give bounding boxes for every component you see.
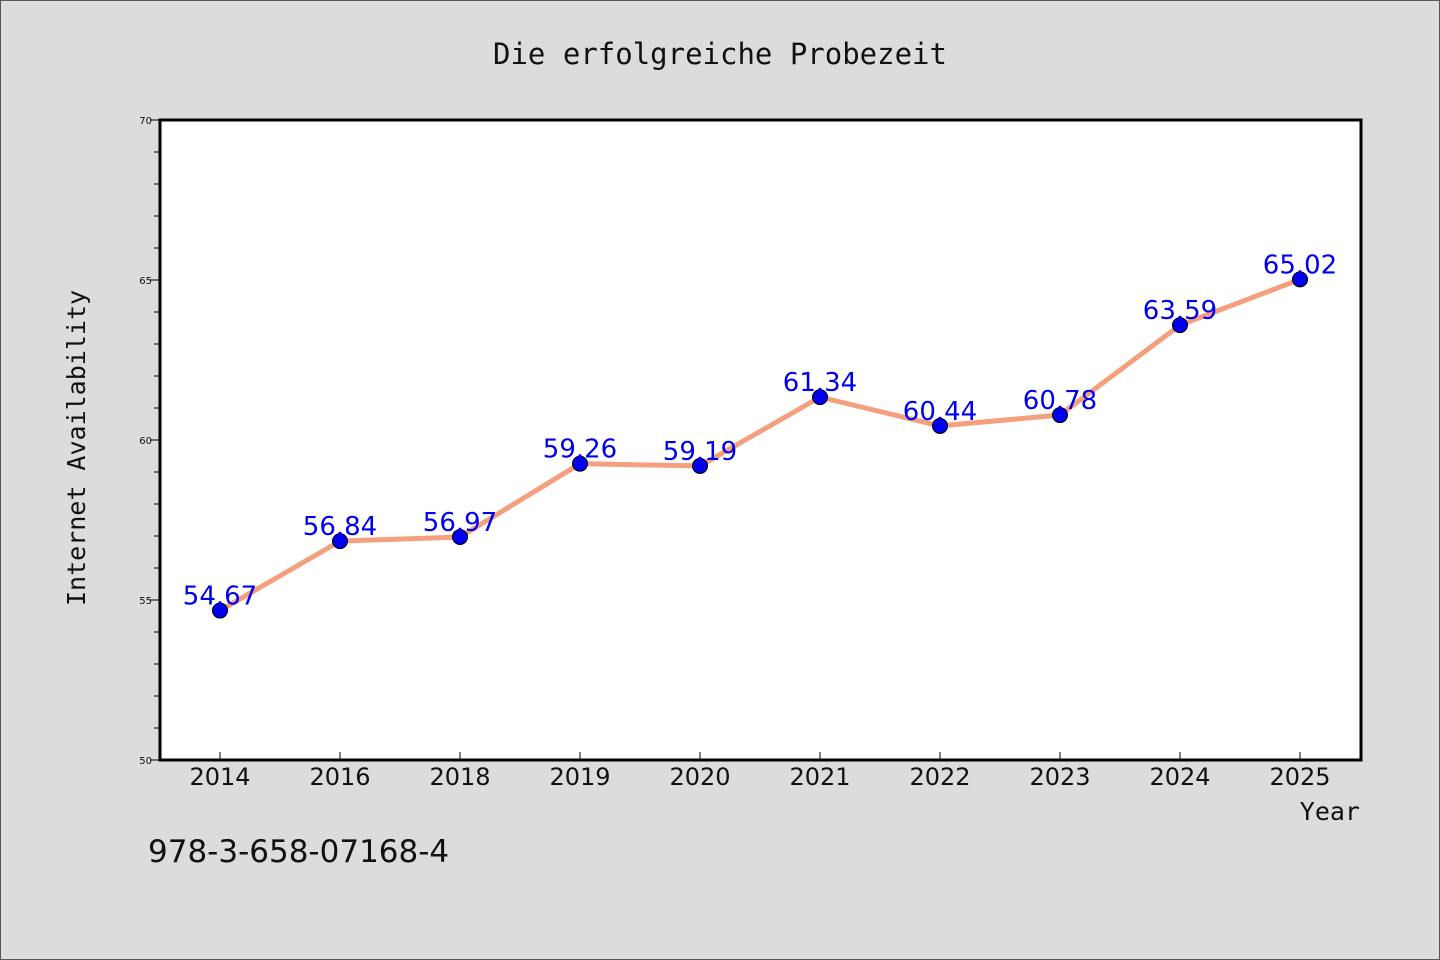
x-tick-label: 2024: [1149, 763, 1210, 791]
data-label: 59.19: [663, 437, 737, 467]
data-label: 56.97: [423, 508, 497, 538]
y-tick-label: 55: [139, 596, 152, 607]
series-line: [217, 276, 1303, 614]
x-tick-label: 2020: [669, 763, 730, 791]
data-label: 60.78: [1023, 386, 1097, 416]
data-label: 63.59: [1143, 296, 1217, 326]
x-tick-label: 2014: [189, 763, 250, 791]
data-point: [332, 533, 348, 550]
x-tick-label: 2023: [1029, 763, 1090, 791]
data-point: [1292, 271, 1308, 288]
data-point: [1172, 317, 1188, 334]
y-tick-label: 65: [139, 276, 152, 287]
data-label: 61.34: [783, 368, 857, 398]
data-label: 65.02: [1263, 250, 1337, 280]
data-label: 54.67: [183, 582, 257, 612]
data-point: [932, 417, 948, 434]
data-label: 59.26: [543, 435, 617, 465]
y-tick-label: 60: [139, 436, 152, 447]
data-point: [1052, 407, 1068, 424]
data-point: [452, 528, 468, 545]
data-label: 60.44: [903, 397, 977, 427]
chart-title: Die erfolgreiche Probezeit: [493, 37, 947, 71]
data-point: [692, 457, 708, 474]
isbn-text: 978-3-658-07168-4: [148, 834, 450, 870]
series-markers: [212, 271, 1308, 619]
x-tick-label: 2018: [429, 763, 490, 791]
plot-area: [158, 118, 1363, 762]
data-point: [212, 602, 228, 619]
y-axis-label: Internet Availability: [62, 290, 91, 606]
x-tick-label: 2019: [549, 763, 610, 791]
data-label: 56.84: [303, 512, 377, 542]
x-tick-label: 2016: [309, 763, 370, 791]
data-labels: 54.67 56.84 56.97 59.26 59.19 61.34 60.44 60.78…: [183, 250, 1337, 611]
x-tick-label: 2021: [789, 763, 850, 791]
x-axis-label: Year: [1300, 797, 1360, 826]
y-axis: 50 55 60 65 70: [139, 116, 160, 767]
x-tick-label: 2025: [1269, 763, 1330, 791]
y-tick-label: 70: [139, 116, 152, 127]
data-point: [572, 455, 588, 472]
x-axis: 2014 2016 2018 2019 2020 2021 2022 2023 2024 2025: [189, 752, 1331, 791]
y-tick-label: 50: [139, 756, 152, 767]
data-point: [812, 389, 828, 406]
x-tick-label: 2022: [909, 763, 970, 791]
